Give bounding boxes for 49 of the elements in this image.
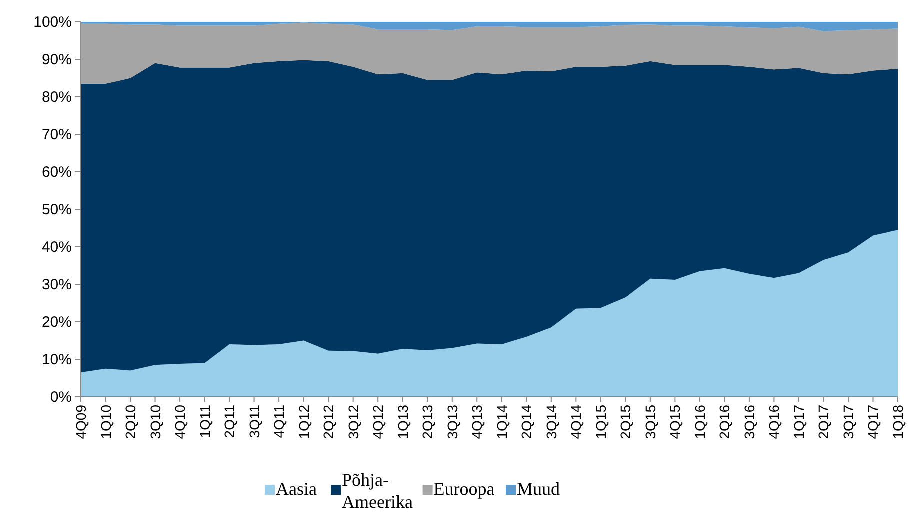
- x-tick-label: 2Q13: [420, 404, 436, 440]
- x-tick-label: 4Q10: [172, 404, 188, 440]
- y-tick-label: 70%: [42, 126, 72, 144]
- x-tick-label: 3Q16: [741, 404, 758, 440]
- x-tick-label: 4Q12: [370, 404, 386, 440]
- x-tick-label: 1Q14: [494, 404, 510, 440]
- x-tick-label: 3Q17: [840, 404, 856, 440]
- x-tick-label: 1Q12: [296, 404, 312, 440]
- x-tick-label: 2Q11: [222, 404, 238, 438]
- x-tick-label: 4Q11: [271, 404, 288, 438]
- x-tick-label: 1Q17: [790, 404, 807, 440]
- y-tick-label: 50%: [42, 202, 72, 218]
- x-tick-label: 2Q10: [122, 404, 139, 440]
- y-tick-label: 40%: [42, 239, 72, 256]
- x-tick-label: 4Q16: [766, 404, 782, 440]
- x-tick-label: 3Q11: [246, 404, 262, 438]
- x-tick-label: 2Q15: [618, 404, 634, 440]
- y-tick-label: 90%: [42, 52, 72, 68]
- y-tick-label: 0%: [50, 389, 72, 406]
- legend-label: Aasia: [276, 479, 317, 499]
- x-tick-label: 2Q14: [518, 404, 535, 440]
- x-tick-label: 1Q11: [196, 404, 213, 438]
- x-tick-label: 2Q12: [320, 404, 337, 440]
- x-tick-label: 1Q13: [394, 404, 411, 440]
- x-tick-label: 1Q15: [592, 404, 609, 440]
- legend-label: Põhja-Ameerika: [342, 470, 413, 512]
- x-tick-label: 4Q17: [865, 404, 882, 440]
- x-tick-label: 4Q13: [469, 404, 486, 440]
- x-tick-label: 3Q10: [147, 404, 164, 440]
- x-tick-label: 4Q14: [568, 404, 584, 440]
- x-tick-label: 1Q18: [890, 404, 906, 440]
- legend-label: Muud: [517, 479, 560, 499]
- legend-label: Euroopa: [434, 479, 495, 499]
- x-tick-label: 1Q16: [692, 404, 708, 440]
- x-tick-label: 3Q15: [642, 404, 658, 440]
- y-tick-label: 10%: [42, 352, 72, 368]
- y-tick-label: 30%: [42, 276, 72, 294]
- y-tick-label: 100%: [34, 14, 72, 31]
- x-tick-label: 3Q14: [543, 404, 560, 440]
- x-tick-label: 1Q10: [98, 404, 114, 440]
- x-tick-label: 4Q15: [667, 404, 684, 440]
- y-tick-label: 60%: [42, 164, 72, 181]
- y-tick-label: 80%: [42, 89, 72, 106]
- x-tick-label: 2Q17: [816, 404, 832, 440]
- x-tick-label: 3Q12: [345, 404, 362, 440]
- y-tick-label: 20%: [42, 314, 72, 331]
- x-tick-label: 4Q09: [73, 404, 89, 440]
- x-tick-label: 3Q13: [444, 404, 460, 440]
- x-tick-label: 2Q16: [716, 404, 733, 440]
